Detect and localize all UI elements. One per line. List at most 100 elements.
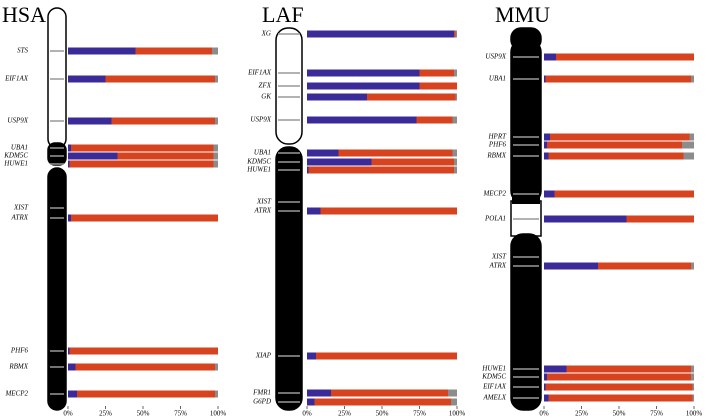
bar-segment [213,152,218,160]
chromosome [47,7,67,149]
bar-segment [307,30,454,38]
bar-segment [68,363,76,371]
bar-segment [598,262,691,270]
bar-segment [544,373,547,381]
bar-segment [544,53,556,61]
chromosome [275,146,303,411]
bar-segment [320,207,457,215]
x-tick-label: 100% [210,410,227,418]
gene-label: PHF6 [10,347,29,355]
gene-label: EIF1AX [247,69,272,77]
bar-segment [419,69,454,77]
bar-segment [68,214,71,222]
bar-segment [307,389,331,397]
gene-label: HUWE1 [3,160,28,168]
bar-segment [454,69,457,77]
bar-segment [331,389,448,397]
bar-segment [544,152,549,160]
bar-segment [371,158,454,166]
bar-segment [307,352,316,360]
bar-segment [68,390,77,398]
x-tick-label: 25% [338,410,351,418]
bar-segment [215,390,218,398]
gene-label: PHF6 [488,141,507,149]
bar-segment [68,117,112,125]
x-tick-label: 50% [137,410,150,418]
bar-segment [448,389,457,397]
bar-segment [550,133,690,141]
x-tick-label: 100% [686,410,703,418]
bar-segment [691,365,694,373]
gene-label: AMELX [482,394,506,402]
bar-segment [545,383,693,391]
gene-label: UBA1 [11,144,28,152]
bar-segment [556,53,694,61]
bar-segment [308,166,454,174]
gene-label: KDM5C [246,158,271,166]
gene-label: XIST [13,204,29,212]
gene-label: MECP2 [4,390,28,398]
gene-label: FMR1 [252,389,271,397]
bar-segment [547,373,691,381]
gene-label: RBMX [8,363,28,371]
chromosome [47,167,67,411]
x-tick-label: 25% [99,410,112,418]
gene-label: POLA1 [484,215,506,223]
bar-segment [117,152,214,160]
gene-label: G6PD [253,398,271,406]
bar-segment [316,352,457,360]
bar-segment [545,75,691,83]
bar-segment [454,30,456,38]
panel-title: HSA [2,2,46,27]
bar-segment [307,93,367,101]
bar-segment [454,166,457,174]
x-tick-label: 0% [302,410,312,418]
bar-segment [452,116,457,124]
gene-label: ATRX [11,214,29,222]
gene-label: XG [261,30,271,38]
bar-segment [68,152,118,160]
panel-title: LAF [262,2,304,27]
bar-segment [691,262,694,270]
bar-segment [692,383,694,391]
bar-segment [547,141,682,149]
bar-segment [367,93,456,101]
bar-segment [554,190,694,198]
x-tick-label: 100% [449,410,466,418]
x-tick-label: 25% [575,410,588,418]
bar-segment [314,398,451,406]
bar-segment [307,82,420,90]
bar-segment [71,144,214,152]
bar-segment [455,30,457,38]
bar-segment [416,116,453,124]
bar-segment [213,144,218,152]
bar-segment [544,365,567,373]
bar-segment [307,158,372,166]
chromosome [510,233,542,411]
bar-segment [68,47,136,55]
gene-label: KDM5C [481,373,506,381]
bar-segment [682,141,694,149]
bar-segment [544,394,549,402]
bar-segment [307,116,417,124]
bar-segment [307,149,339,157]
bar-segment [69,347,218,355]
bar-segment [111,117,215,125]
gene-label: EIF1AX [482,383,507,391]
x-tick-label: 0% [539,410,549,418]
gene-label: RBMX [486,152,506,160]
bar-segment [544,75,546,83]
bar-segment [544,141,547,149]
gene-label: XIAP [255,352,272,360]
gene-label: HUWE1 [481,365,506,373]
bar-segment [135,47,212,55]
gene-label: KDM5C [3,152,28,160]
bar-segment [68,144,71,152]
x-tick-label: 75% [174,410,187,418]
gene-label: EIF1AX [4,75,29,83]
bar-segment [215,363,218,371]
